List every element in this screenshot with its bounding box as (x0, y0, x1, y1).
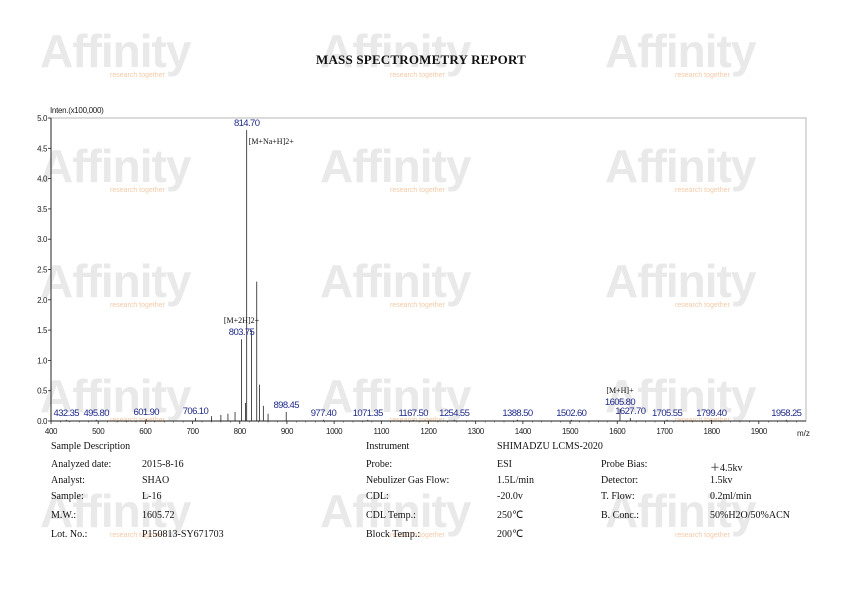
x-tick-label: 500 (92, 427, 105, 436)
field-label: Sample: (51, 491, 84, 502)
y-tick-label: 5.0 (37, 114, 48, 123)
peak-label: 1605.80 (605, 397, 635, 408)
peak-annotation: [M+Na+H]2+ (249, 137, 295, 146)
peak-label: 1167.50 (398, 408, 428, 419)
peak-label: 1958.25 (771, 408, 801, 419)
x-tick-label: 1300 (468, 427, 485, 436)
peak-label: 495.80 (83, 408, 109, 419)
peak-label: 1502.60 (556, 408, 586, 419)
peak-label: 1799.40 (696, 408, 726, 419)
field-label: M.W.: (51, 510, 77, 521)
field-label: Nebulizer Gas Flow: (366, 475, 450, 486)
field-value: 1.5L/min (497, 475, 534, 486)
field-label: Probe Bias: (601, 459, 648, 470)
y-tick-label: 3.0 (37, 235, 48, 244)
y-tick-label: 0.5 (37, 387, 48, 396)
peak-label: 1071.35 (353, 408, 383, 419)
peak-label: 432.35 (54, 408, 80, 419)
x-tick-label: 1000 (326, 427, 343, 436)
y-tick-label: 1.0 (37, 356, 48, 365)
field-label: B. Conc.: (601, 510, 640, 521)
field-value: ＋4.5kv (710, 463, 743, 474)
peak-label: 814.70 (234, 118, 260, 129)
sample-description-heading: Sample Description (51, 441, 131, 452)
x-tick-label: 1600 (609, 427, 626, 436)
x-tick-label: 1400 (515, 427, 532, 436)
field-value: L-16 (142, 491, 162, 502)
plot-frame (50, 117, 807, 422)
y-tick-label: 2.5 (37, 266, 48, 275)
field-value: 200℃ (497, 529, 524, 540)
mass-spectrum-chart: Inten.(x100,000) m/z 400 500 600 700 800 900 1… (37, 106, 810, 438)
field-value: 250℃ (497, 510, 524, 521)
x-tick-label: 1800 (704, 427, 721, 436)
x-tick-label: 600 (139, 427, 152, 436)
x-tick-label: 700 (186, 427, 199, 436)
y-tick-label: 2.0 (37, 296, 48, 305)
field-label: CDL: (366, 491, 389, 502)
field-label: Lot. No.: (51, 529, 88, 540)
field-value: 2015-8-16 (142, 459, 184, 470)
peak-label: 977.40 (311, 408, 337, 419)
x-tick-label: 1700 (656, 427, 673, 436)
report-title: MASS SPECTROMETRY REPORT (316, 52, 526, 67)
x-axis-label: m/z (797, 429, 810, 438)
peak-annotation: [M+2H]2+ (224, 316, 260, 325)
peak-label: 1388.50 (502, 408, 532, 419)
x-tick-label: 800 (234, 427, 247, 436)
field-value: ESI (497, 459, 512, 470)
y-tick-label: 0.0 (37, 417, 48, 426)
x-tick-label: 400 (45, 427, 58, 436)
field-label: Analyzed date: (51, 459, 112, 470)
field-value: 1605.72 (142, 510, 175, 521)
y-tick-label: 3.5 (37, 205, 48, 214)
x-tick-label: 1500 (562, 427, 579, 436)
peak-label: 706.10 (183, 406, 209, 417)
peak-label: 898.45 (273, 400, 299, 411)
field-label: Probe: (366, 459, 393, 470)
peak-annotation: [M+H]+ (606, 386, 634, 395)
field-value: -20.0v (497, 491, 523, 502)
field-value: 0.2ml/min (710, 491, 752, 502)
field-value: 1.5kv (710, 475, 733, 486)
x-tick-label: 900 (281, 427, 294, 436)
field-label: CDL Temp.: (366, 510, 416, 521)
peak-label: 1705.55 (652, 408, 682, 419)
field-label: Analyst: (51, 475, 85, 486)
y-tick-label: 4.5 (37, 144, 48, 153)
field-value: SHAO (142, 475, 170, 486)
y-tick-label: 4.0 (37, 175, 48, 184)
y-axis-label: Inten.(x100,000) (50, 106, 104, 115)
field-label: Block Temp.: (366, 529, 421, 540)
field-label: T. Flow: (601, 491, 635, 502)
peak-label: 1254.55 (439, 408, 469, 419)
x-tick-label: 1200 (420, 427, 437, 436)
peak-label: 803.75 (229, 327, 255, 338)
peak-label: 601.90 (134, 407, 160, 418)
field-label: Detector: (601, 475, 639, 486)
x-tick-label: 1100 (374, 427, 391, 436)
x-tick-label: 1900 (751, 427, 768, 436)
y-tick-label: 1.5 (37, 326, 48, 335)
field-value: P150813-SY671703 (142, 529, 224, 540)
instrument-value: SHIMADZU LCMS-2020 (497, 441, 603, 452)
field-value: 50%H2O/50%ACN (710, 510, 790, 521)
instrument-label: Instrument (366, 441, 410, 452)
peak-label: 1627.70 (615, 406, 645, 417)
